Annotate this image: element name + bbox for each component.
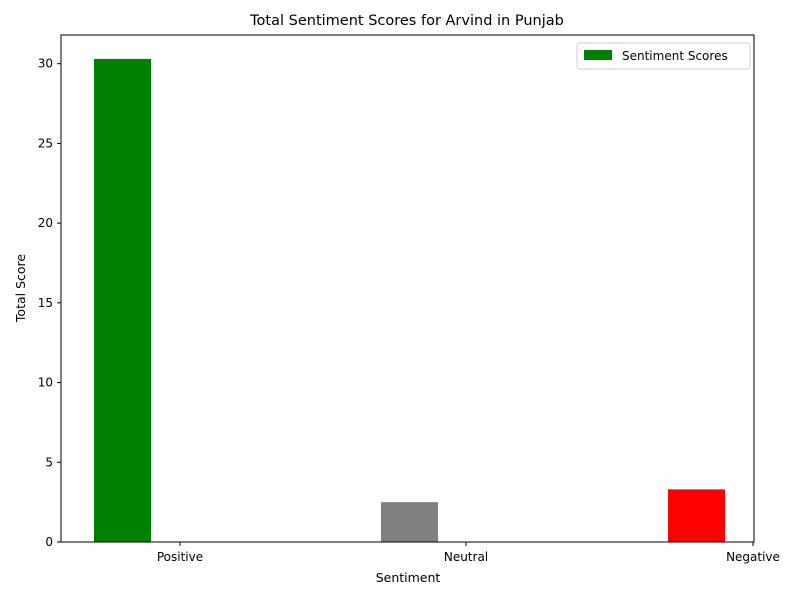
legend: Sentiment Scores — [576, 42, 751, 70]
legend-swatch — [584, 50, 612, 60]
y-tick-label: 30 — [38, 57, 53, 71]
legend-label: Sentiment Scores — [622, 49, 728, 63]
x-tick-label-negative: Negative — [726, 550, 780, 564]
x-tick-label-positive: Positive — [157, 550, 203, 564]
y-tick-label: 0 — [45, 535, 53, 549]
x-axis-ticks: Positive Neutral Negative — [157, 542, 780, 564]
y-tick-label: 10 — [38, 376, 53, 390]
y-tick-label: 20 — [38, 216, 53, 230]
x-axis-label: Sentiment — [376, 570, 441, 585]
y-axis-label: Total Score — [13, 254, 28, 323]
bars-group — [94, 58, 725, 542]
y-tick-label: 5 — [45, 455, 53, 469]
y-axis-ticks: 0 5 10 15 20 25 30 — [38, 57, 61, 549]
chart-title: Total Sentiment Scores for Arvind in Pun… — [249, 13, 564, 29]
legend-frame — [576, 42, 751, 70]
plot-frame — [60, 34, 755, 543]
x-tick-label-neutral: Neutral — [444, 550, 488, 564]
bar-positive — [94, 58, 151, 542]
bar-negative — [668, 489, 725, 542]
y-tick-label: 15 — [38, 296, 53, 310]
bar-neutral — [381, 502, 438, 542]
y-tick-label: 25 — [38, 136, 53, 150]
